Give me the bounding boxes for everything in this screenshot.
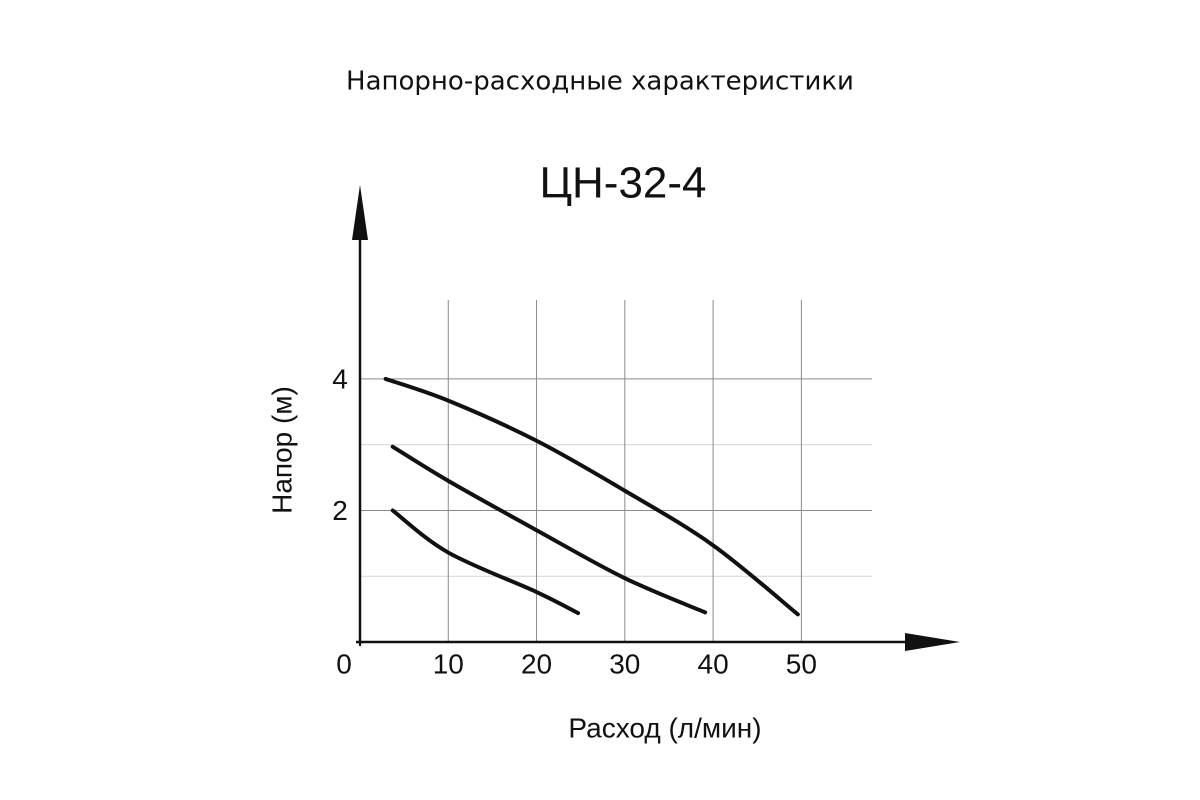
pump-curve [390, 508, 581, 616]
x-tick-label: 50 [786, 648, 817, 679]
chart-title: Напорно-расходные характеристики [346, 67, 854, 97]
pump-curve [390, 444, 708, 615]
x-tick-label: 40 [698, 648, 729, 679]
x-tick-label: 0 [336, 648, 352, 679]
y-axis-label: Напор (м) [266, 386, 297, 514]
y-tick-label: 4 [332, 363, 348, 394]
chart-subtitle: ЦН-32-4 [539, 159, 706, 208]
y-axis-arrow [352, 185, 368, 240]
x-tick-label: 30 [609, 648, 640, 679]
y-tick-label: 2 [332, 495, 348, 526]
x-axis-label: Расход (л/мин) [568, 712, 761, 743]
pump-curve [383, 376, 800, 617]
x-axis-arrow [905, 633, 960, 651]
x-tick-label: 10 [433, 648, 464, 679]
x-tick-label: 20 [521, 648, 552, 679]
